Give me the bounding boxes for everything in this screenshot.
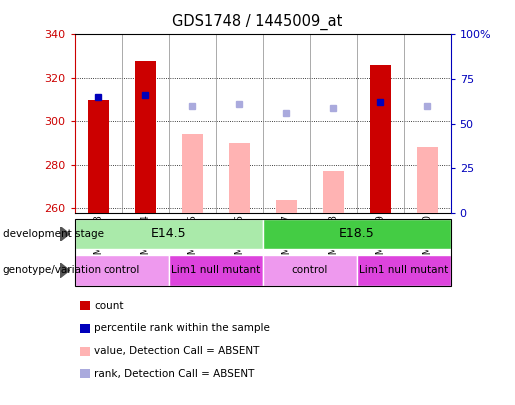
Bar: [182, 134, 203, 213]
Text: Lim1 null mutant: Lim1 null mutant: [171, 265, 260, 275]
Bar: [276, 200, 297, 213]
Bar: [417, 147, 438, 213]
Bar: [322, 171, 344, 213]
Bar: [134, 60, 156, 213]
Text: count: count: [94, 301, 124, 311]
Text: percentile rank within the sample: percentile rank within the sample: [94, 324, 270, 333]
Text: Lim1 null mutant: Lim1 null mutant: [359, 265, 448, 275]
Text: control: control: [104, 265, 140, 275]
Text: GDS1748 / 1445009_at: GDS1748 / 1445009_at: [173, 14, 342, 30]
Text: E14.5: E14.5: [151, 227, 186, 241]
Polygon shape: [60, 227, 70, 241]
Polygon shape: [60, 263, 70, 278]
Bar: [370, 65, 391, 213]
Bar: [229, 143, 250, 213]
Text: genotype/variation: genotype/variation: [3, 265, 101, 275]
Text: rank, Detection Call = ABSENT: rank, Detection Call = ABSENT: [94, 369, 254, 379]
Text: development stage: development stage: [3, 229, 104, 239]
Text: control: control: [291, 265, 328, 275]
Text: value, Detection Call = ABSENT: value, Detection Call = ABSENT: [94, 346, 260, 356]
Bar: [88, 100, 109, 213]
Text: E18.5: E18.5: [339, 227, 374, 241]
